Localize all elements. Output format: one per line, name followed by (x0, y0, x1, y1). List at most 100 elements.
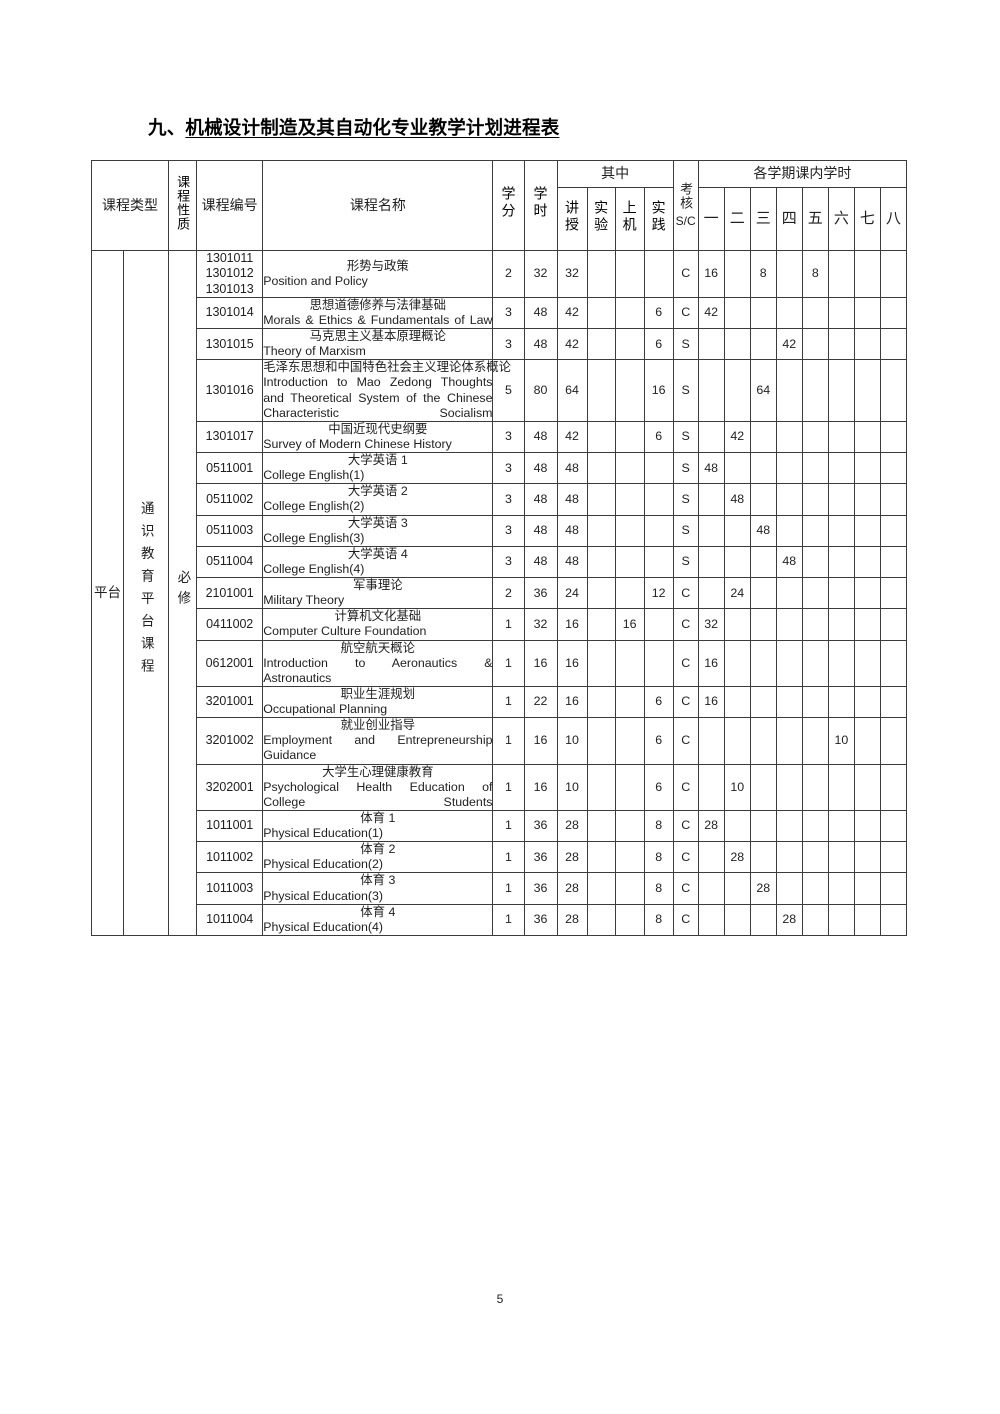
cell-lecture: 42 (556, 296, 588, 330)
header-experiment-text: 实验 (593, 199, 610, 234)
cell-experiment (586, 903, 616, 936)
cell-semester-1 (697, 514, 725, 547)
cell-computer (614, 327, 645, 361)
cell-total: 48 (523, 451, 558, 485)
course-name-cn: 大学生心理健康教育 (322, 764, 434, 779)
cell-semester-5 (801, 420, 829, 454)
header-semester-8: 八 (879, 187, 908, 251)
course-name-cell: 大学英语 2 College English(2) (262, 483, 494, 516)
course-code-cell: 0511001 (196, 451, 264, 485)
course-code-cell: 3201002 (196, 717, 264, 765)
cell-credits: 5 (492, 359, 525, 422)
cell-assessment: C (672, 717, 699, 765)
cell-semester-1: 16 (697, 685, 725, 719)
cell-total: 36 (523, 872, 558, 905)
table-row: 平台 通识教育平台课程 必修 1301011 1301012 1301013 形势与政策 Po… (90, 250, 908, 936)
cell-semester-2 (723, 717, 751, 765)
course-name-en: Physical Education(1) (263, 826, 384, 840)
cell-experiment (586, 872, 616, 905)
cell-semester-7 (853, 296, 881, 330)
cell-semester-5 (801, 685, 829, 719)
cell-semester-6 (827, 296, 855, 330)
cell-semester-4 (775, 763, 803, 811)
cell-semester-4 (775, 639, 803, 687)
cell-assessment: S (672, 359, 699, 422)
cell-experiment (586, 639, 616, 687)
course-name-en: Position and Policy (263, 273, 368, 288)
cell-semester-8 (879, 717, 908, 765)
course-name-cell: 体育 1 Physical Education(1) (262, 809, 494, 843)
cell-assessment: C (672, 903, 699, 936)
cell-assessment: C (672, 296, 699, 330)
cell-semester-1 (697, 717, 725, 765)
table-row: 1301015 马克思主义基本原理概论 Theory of Marxism 3 48 42… (92, 327, 908, 361)
cell-semester-2 (723, 296, 751, 330)
cell-semester-7 (853, 639, 881, 687)
cell-credits: 1 (492, 841, 525, 874)
cell-semester-5 (801, 717, 829, 765)
cell-semester-6 (827, 903, 855, 936)
course-name-cell: 形势与政策 Position and Policy (262, 250, 494, 298)
table-row: 0612001 航空航天概论 Introduction to Aeronautics… (92, 639, 908, 687)
cell-semester-6 (827, 545, 855, 579)
course-group-label: 通识教育平台课程 (138, 500, 154, 681)
cell-semester-6 (827, 608, 855, 641)
cell-semester-6: 10 (827, 717, 855, 765)
cell-practice (643, 451, 674, 485)
cell-semester-2 (723, 608, 751, 641)
cell-practice: 8 (643, 841, 674, 874)
cell-semester-4 (775, 685, 803, 719)
course-name-cn: 大学英语 2 (347, 484, 408, 499)
cell-practice (643, 483, 674, 516)
category-cell: 平台 (90, 250, 125, 936)
cell-semester-6 (827, 872, 855, 905)
cell-semester-5 (801, 296, 829, 330)
cell-semester-1 (697, 841, 725, 874)
cell-assessment: C (672, 639, 699, 687)
course-code-cell: 1301016 (196, 359, 264, 422)
cell-semester-2 (723, 903, 751, 936)
course-name-cn: 大学英语 4 (347, 546, 408, 561)
course-name-cell: 思想道德修养与法律基础 Morals & Ethics & Fundamental… (262, 296, 494, 330)
course-name-cn: 航空航天概论 (340, 640, 415, 655)
cell-semester-1 (697, 483, 725, 516)
cell-semester-2 (723, 545, 751, 579)
course-name-en: College English(1) (263, 468, 365, 483)
course-code-cell: 0411002 (196, 608, 264, 641)
header-course-type: 课程类型 (90, 160, 170, 251)
cell-semester-1: 48 (697, 451, 725, 485)
cell-semester-1 (697, 576, 725, 610)
cell-lecture: 48 (556, 545, 588, 579)
cell-total: 32 (523, 250, 558, 298)
cell-lecture: 48 (556, 483, 588, 516)
cell-computer (614, 809, 645, 843)
cell-semester-8 (879, 685, 908, 719)
table-row: 0511003 大学英语 3 College English(3) 3 48 48 S 48 (92, 514, 908, 547)
table-row: 1301014 思想道德修养与法律基础 Morals & Ethics & Fund… (92, 296, 908, 330)
page-title-prefix: 九、 (148, 117, 186, 138)
course-name-en: Military Theory (263, 593, 345, 608)
cell-semester-2 (723, 514, 751, 547)
cell-credits: 1 (492, 685, 525, 719)
course-name-en: Physical Education(4) (263, 919, 384, 934)
cell-experiment (586, 327, 616, 361)
cell-semester-8 (879, 809, 908, 843)
table-header: 课程类型 课程性质 课程编号 课程名称 学分 学时 其中 考核 S/C 各学期课内… (90, 160, 908, 251)
cell-semester-8 (879, 903, 908, 936)
cell-credits: 3 (492, 545, 525, 579)
course-name-en: Computer Culture Foundation (263, 624, 427, 639)
cell-semester-2: 24 (723, 576, 751, 610)
page-number: 5 (496, 1292, 504, 1306)
cell-experiment (586, 717, 616, 765)
table-row: 1011003 体育 3 Physical Education(3) 1 36 28 8 C 2… (92, 872, 908, 905)
table-row: 3202001 大学生心理健康教育 Psychological Health Edu… (92, 763, 908, 811)
course-name-en: College English(3) (263, 530, 365, 545)
cell-semester-1: 28 (697, 809, 725, 843)
cell-semester-3 (749, 639, 777, 687)
cell-semester-3 (749, 420, 777, 454)
cell-practice: 6 (643, 420, 674, 454)
cell-lecture: 16 (556, 608, 588, 641)
header-total-hours-text: 学时 (532, 186, 549, 221)
course-code-cell: 1301017 (196, 420, 264, 454)
cell-assessment: C (672, 763, 699, 811)
